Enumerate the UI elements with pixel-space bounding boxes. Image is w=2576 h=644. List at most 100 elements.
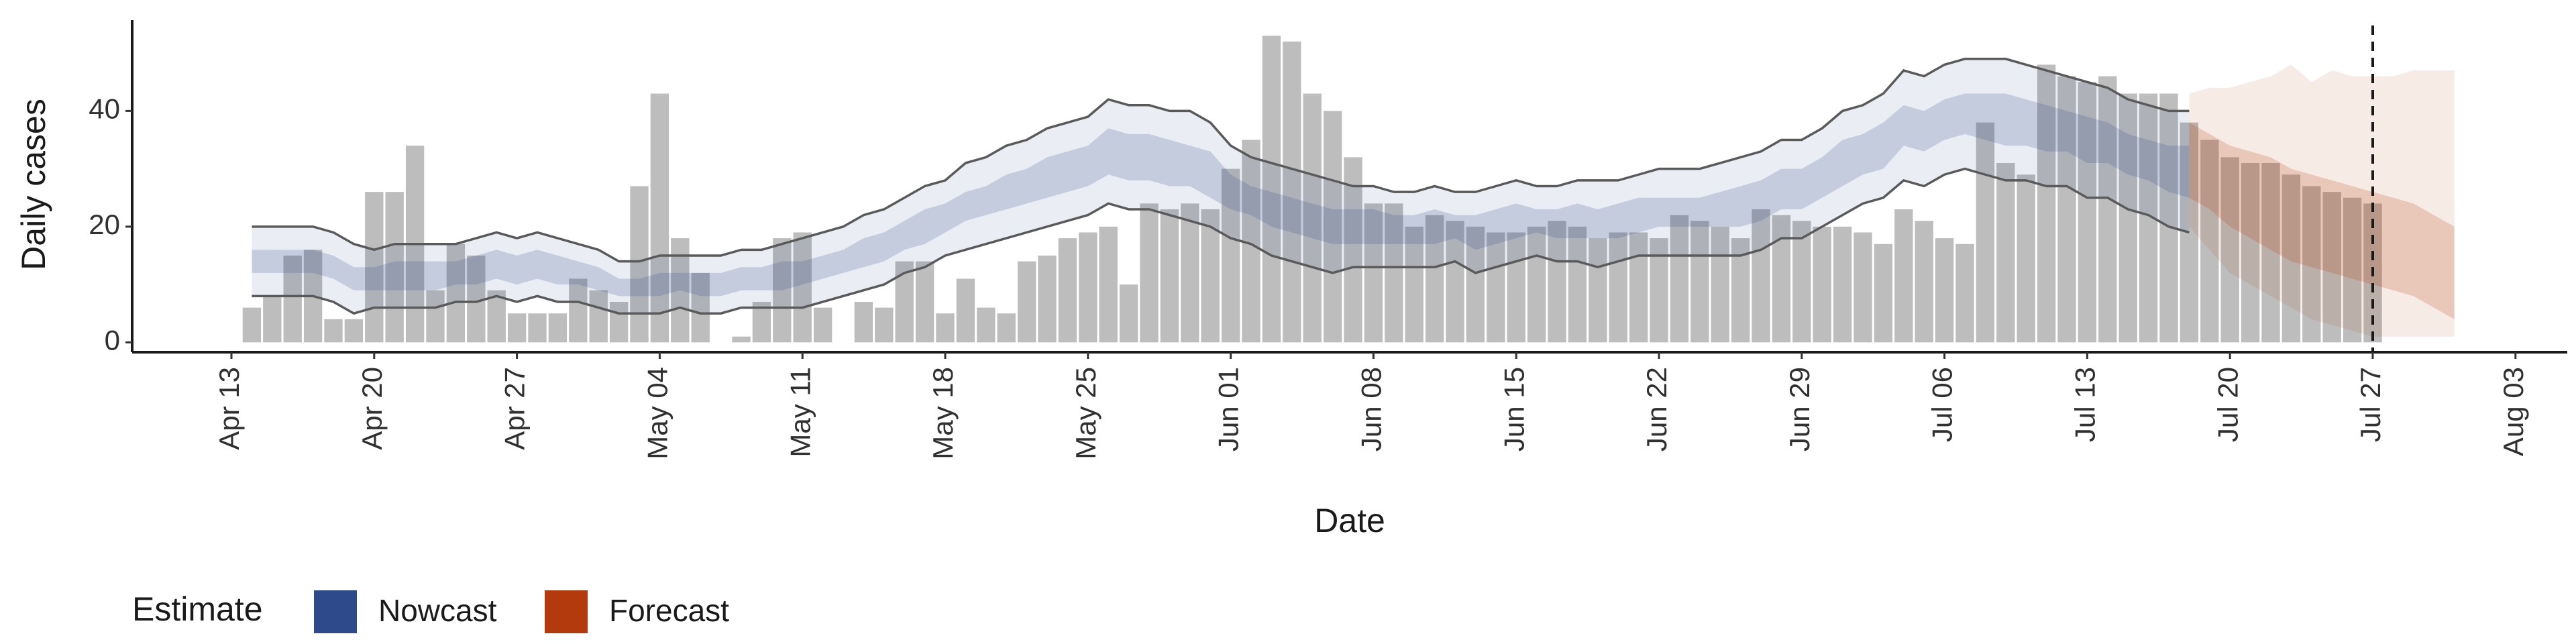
x-tick-label: Aug 03 — [2498, 367, 2529, 456]
bar — [1854, 232, 1872, 343]
x-tick-label: Jul 06 — [1927, 367, 1958, 442]
bar — [1548, 221, 1566, 343]
bar — [1589, 238, 1607, 343]
bar — [1670, 215, 1689, 343]
ci-band — [252, 93, 2190, 297]
bar — [691, 272, 710, 343]
bar — [283, 255, 302, 343]
x-tick-label: May 25 — [1070, 367, 1102, 460]
y-tick-label: 20 — [89, 209, 120, 240]
bar — [1160, 209, 1179, 343]
bar — [1079, 232, 1097, 343]
bar — [2261, 163, 2280, 343]
bar — [1487, 232, 1505, 343]
bar — [1038, 255, 1057, 343]
bar — [1119, 284, 1138, 343]
bar — [1792, 221, 1811, 343]
bar — [875, 307, 894, 343]
bar — [1609, 232, 1627, 343]
bar — [609, 301, 629, 343]
bar — [1466, 226, 1485, 343]
bar — [1568, 226, 1587, 343]
bar — [936, 313, 955, 343]
bar — [1221, 168, 1240, 343]
legend-swatch — [545, 590, 588, 633]
bar — [1181, 203, 1199, 343]
bar — [2200, 140, 2219, 343]
bar — [1772, 215, 1791, 343]
x-tick-label: May 18 — [927, 367, 959, 460]
bar — [1874, 244, 1893, 343]
bar — [1629, 232, 1648, 343]
bar — [2343, 197, 2362, 343]
x-tick-label: Apr 20 — [356, 367, 388, 450]
y-axis-title: Daily cases — [15, 99, 52, 270]
legend-title: Estimate — [132, 590, 263, 628]
bar — [1996, 163, 2015, 343]
bar — [1894, 209, 1913, 343]
bar — [446, 244, 466, 343]
bar — [1364, 203, 1383, 343]
bar — [365, 192, 384, 343]
bar — [956, 278, 975, 343]
x-tick-label: May 04 — [641, 367, 673, 460]
bar — [793, 232, 812, 343]
bar — [426, 290, 445, 343]
bar — [1935, 238, 1954, 343]
x-tick-label: Jul 13 — [2069, 367, 2100, 442]
bar — [242, 307, 262, 343]
x-tick-label: May 11 — [784, 367, 816, 458]
bar — [2078, 82, 2097, 343]
x-tick-label: Apr 27 — [499, 367, 531, 450]
bar — [650, 93, 669, 343]
bar — [2118, 93, 2137, 343]
bar — [1527, 226, 1546, 343]
bar — [2322, 192, 2341, 343]
ci-outline — [252, 167, 2190, 315]
legend-label: Forecast — [609, 593, 729, 628]
ci-band — [2189, 64, 2455, 337]
bar — [2282, 174, 2301, 343]
bar — [385, 192, 404, 343]
x-tick-label: Jun 22 — [1641, 367, 1672, 451]
bar — [813, 307, 833, 343]
bar — [2098, 76, 2117, 343]
bar — [507, 313, 527, 343]
x-tick-label: Jun 15 — [1498, 367, 1529, 451]
bar — [2241, 163, 2260, 343]
bar — [1283, 41, 1301, 343]
bar — [1017, 261, 1036, 343]
bar — [1955, 244, 1974, 343]
bar — [1446, 221, 1464, 343]
bar — [589, 290, 608, 343]
bar — [1915, 221, 1933, 343]
y-tick-label: 0 — [105, 324, 120, 356]
y-tick-label: 40 — [89, 93, 120, 124]
bar — [1344, 157, 1362, 343]
bar — [977, 307, 996, 343]
x-axis-title: Date — [1314, 502, 1385, 539]
x-tick-label: Jun 01 — [1213, 367, 1244, 451]
bar — [2037, 64, 2056, 343]
bar — [1262, 36, 1281, 343]
bar — [854, 301, 873, 343]
bar — [1752, 209, 1770, 343]
x-tick-label: Apr 13 — [213, 367, 245, 450]
bar — [997, 313, 1016, 343]
ci-outline — [252, 58, 2190, 263]
bar — [528, 313, 547, 343]
x-tick-label: Jun 29 — [1784, 367, 1815, 451]
bar — [1303, 93, 1322, 343]
bar — [895, 261, 914, 343]
bar — [1507, 232, 1525, 343]
ci-band — [2189, 122, 2455, 319]
bar — [1813, 226, 1831, 343]
bar — [548, 313, 568, 343]
bar — [1690, 221, 1709, 343]
bar — [2017, 174, 2035, 343]
bar — [1058, 238, 1077, 343]
bar — [732, 336, 751, 343]
ci-band — [252, 58, 2190, 314]
